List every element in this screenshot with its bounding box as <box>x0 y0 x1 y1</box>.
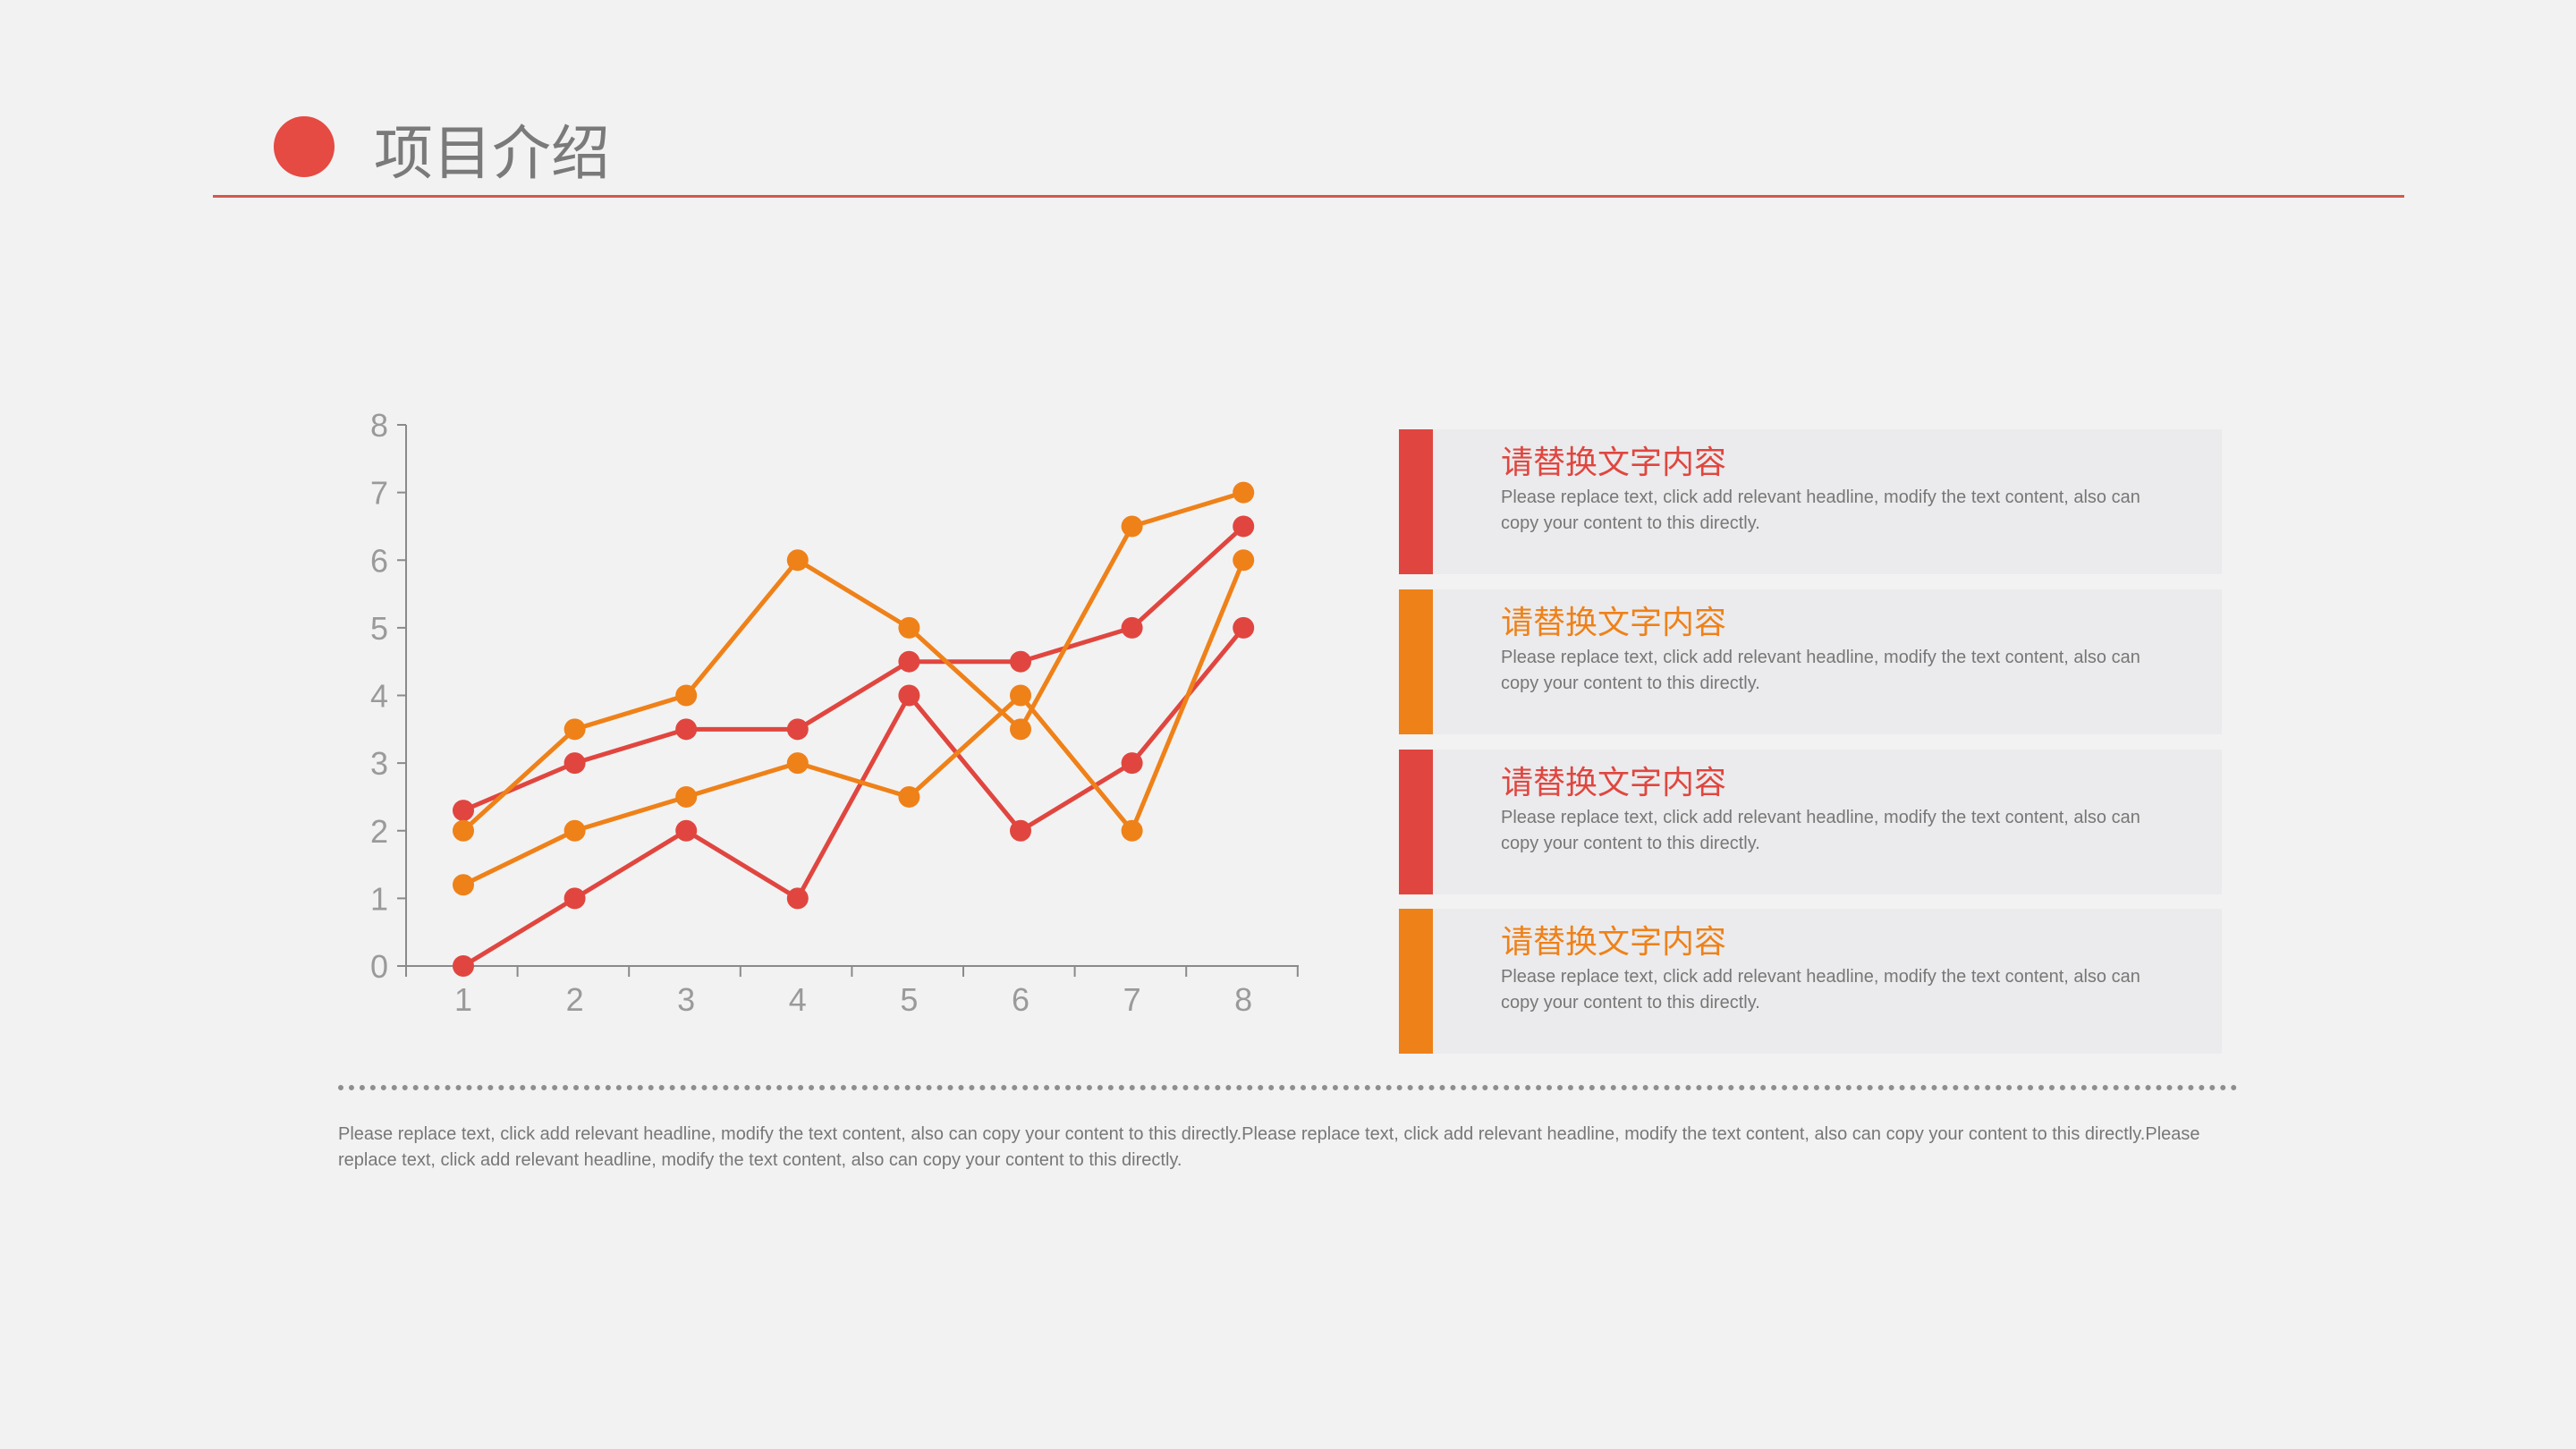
series-4-point <box>1010 684 1031 707</box>
series-1-point <box>898 650 920 673</box>
card-title: 请替换文字内容 <box>1501 924 1727 961</box>
series-3-point <box>898 616 920 639</box>
page-title: 项目介绍 <box>374 119 610 188</box>
series-3-point <box>1010 718 1031 741</box>
series-4-point <box>453 874 474 896</box>
series-2-point <box>675 819 698 842</box>
x-tick-label: 5 <box>900 981 918 1018</box>
x-tick-label: 4 <box>789 981 807 1018</box>
series-3-point <box>453 819 474 842</box>
series-4-point <box>564 819 586 842</box>
series-1-point <box>786 718 809 741</box>
series-4-point <box>786 752 809 775</box>
series-3-point <box>564 718 586 741</box>
x-tick-label: 3 <box>677 981 695 1018</box>
series-1-point <box>564 752 586 775</box>
info-card-2: 请替换文字内容 Please replace text, click add r… <box>1399 589 2222 734</box>
info-card-4: 请替换文字内容 Please replace text, click add r… <box>1399 909 2222 1054</box>
y-tick-label: 6 <box>370 542 388 579</box>
series-1-point <box>1010 650 1031 673</box>
y-tick-label: 5 <box>370 610 388 647</box>
x-tick-label: 8 <box>1234 981 1252 1018</box>
series-line-1 <box>461 523 1246 813</box>
series-2-point <box>453 955 474 977</box>
series-3-point <box>1233 481 1255 504</box>
card-accent-bar <box>1399 750 1433 894</box>
series-2-point <box>564 887 586 910</box>
card-title: 请替换文字内容 <box>1501 445 1727 481</box>
info-card-1: 请替换文字内容 Please replace text, click add r… <box>1399 429 2222 574</box>
line-chart: 0 1 2 3 4 5 6 7 8 1 2 3 4 5 6 7 8 <box>370 407 1299 1018</box>
info-card-3: 请替换文字内容 Please replace text, click add r… <box>1399 750 2222 894</box>
series-1-point <box>675 718 698 741</box>
card-description: Please replace text, click add relevant … <box>1501 487 2140 533</box>
card-description: Please replace text, click add relevant … <box>1501 808 2140 853</box>
x-tick-label: 2 <box>566 981 584 1018</box>
card-description: Please replace text, click add relevant … <box>1501 967 2140 1013</box>
series-3-point <box>786 549 809 572</box>
series-2-point <box>1121 752 1143 775</box>
y-tick-label: 1 <box>370 880 388 917</box>
series-2-point <box>1233 616 1255 639</box>
series-4-point <box>898 785 920 808</box>
dotted-divider <box>338 1085 2238 1090</box>
series-1-point <box>1233 515 1255 538</box>
y-tick-label: 8 <box>370 407 388 444</box>
series-2-point <box>786 887 809 910</box>
card-accent-bar <box>1399 429 1433 574</box>
series-4-point <box>675 785 698 808</box>
series-line-2 <box>461 625 1246 969</box>
footer-text: Please replace text, click add relevant … <box>338 1124 2200 1170</box>
series-line-3 <box>461 490 1246 834</box>
series-4-point <box>1233 549 1255 572</box>
y-tick-label: 4 <box>370 678 388 715</box>
card-accent-bar <box>1399 909 1433 1054</box>
y-tick-label: 0 <box>370 948 388 985</box>
series-2-point <box>1010 819 1031 842</box>
series-3-point <box>1121 515 1143 538</box>
x-tick-label: 6 <box>1012 981 1030 1018</box>
series-4-point <box>1121 819 1143 842</box>
x-tick-label: 7 <box>1123 981 1141 1018</box>
series-2-point <box>898 684 920 707</box>
header-divider <box>213 195 2404 198</box>
series-1-point <box>453 800 474 822</box>
card-title: 请替换文字内容 <box>1501 765 1727 801</box>
card-description: Please replace text, click add relevant … <box>1501 648 2140 693</box>
card-title: 请替换文字内容 <box>1501 605 1727 641</box>
x-tick-label: 1 <box>454 981 472 1018</box>
y-tick-label: 7 <box>370 475 388 512</box>
series-line-4 <box>461 557 1246 887</box>
header-dot <box>274 116 335 177</box>
y-tick-label: 2 <box>370 813 388 850</box>
card-accent-bar <box>1399 589 1433 734</box>
series-1-point <box>1121 616 1143 639</box>
y-tick-label: 3 <box>370 745 388 782</box>
series-3-point <box>675 684 698 707</box>
